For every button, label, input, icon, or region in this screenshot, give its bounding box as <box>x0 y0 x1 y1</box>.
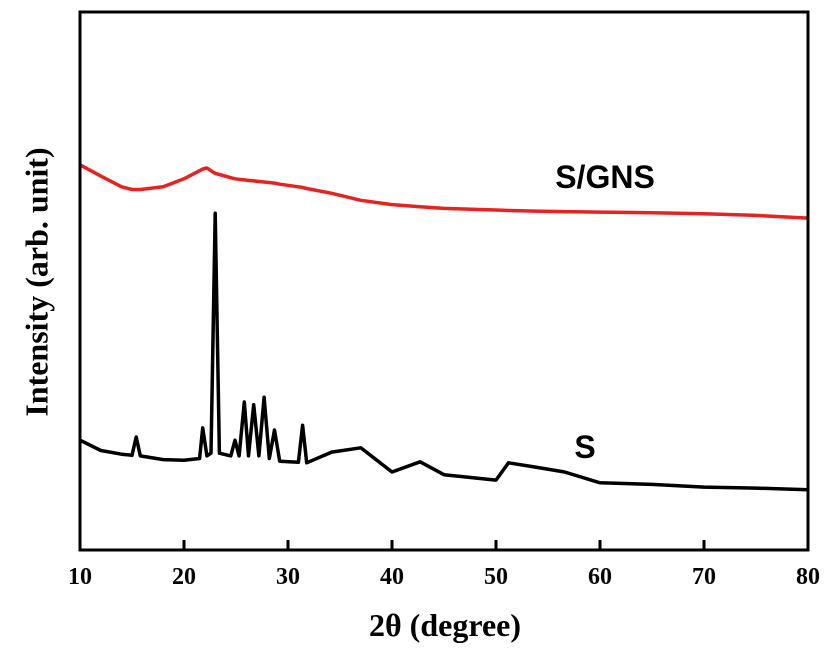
y-axis-title: Intensity (arb. unit) <box>18 147 54 416</box>
x-tick-label: 30 <box>276 564 300 590</box>
x-tick-label: 80 <box>796 564 820 590</box>
x-tick-label: 50 <box>484 564 508 590</box>
plot-frame <box>78 10 810 552</box>
x-axis-title: 2θ (degree) <box>369 607 521 643</box>
data-line <box>79 163 809 220</box>
x-tick-label: 20 <box>172 564 196 590</box>
series-label: S/GNS <box>555 159 655 195</box>
x-tick-label: 10 <box>68 564 92 590</box>
x-tick-label: 70 <box>692 564 716 590</box>
x-tick-label: 40 <box>380 564 404 590</box>
data-line <box>79 211 809 492</box>
series-label: S <box>574 429 595 465</box>
x-tick-label: 60 <box>588 564 612 590</box>
